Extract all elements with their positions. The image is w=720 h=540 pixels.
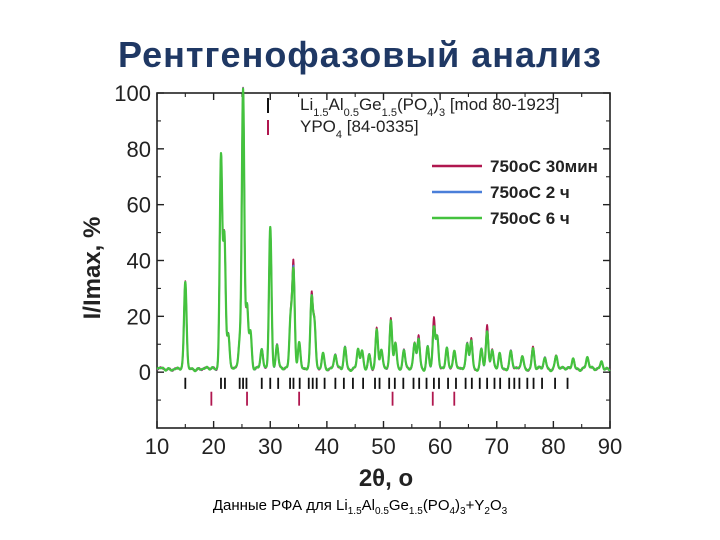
x-tick-label-7: 80 (541, 434, 565, 459)
y-tick-label-1: 20 (127, 304, 151, 329)
y-axis-label: I/Imax, % (79, 217, 106, 320)
y-tick-label-5: 100 (114, 81, 151, 106)
ref-legend-label-1: YPO4 [84-0335] (300, 117, 419, 141)
page-title: Рентгенофазовый анализ (118, 34, 602, 75)
y-tick-label-0: 0 (139, 360, 151, 385)
x-tick-label-1: 20 (201, 434, 225, 459)
x-tick-label-3: 40 (315, 434, 339, 459)
chart-caption: Данные РФА для Li1.5Al0.5Ge1.5(PO4)3+Y2O… (212, 497, 508, 517)
ref-legend-label-0: Li1.5Al0.5Ge1.5(PO4)3 [mod 80-1923] (300, 95, 559, 119)
x-tick-label-2: 30 (258, 434, 282, 459)
x-tick-label-0: 10 (145, 434, 169, 459)
x-tick-label-5: 60 (428, 434, 452, 459)
legend-label-1: 750oC 2 ч (490, 183, 570, 202)
y-tick-label-4: 80 (127, 137, 151, 162)
y-tick-label-3: 60 (127, 193, 151, 218)
x-tick-label-6: 70 (485, 434, 509, 459)
x-axis-label: 2θ, о (359, 465, 413, 492)
x-tick-label-8: 90 (598, 434, 622, 459)
y-tick-label-2: 40 (127, 249, 151, 274)
legend-label-2: 750oC 6 ч (490, 209, 570, 228)
legend-label-0: 750oC 30мин (490, 157, 598, 176)
x-tick-label-4: 50 (371, 434, 395, 459)
series-line-2 (156, 87, 611, 373)
